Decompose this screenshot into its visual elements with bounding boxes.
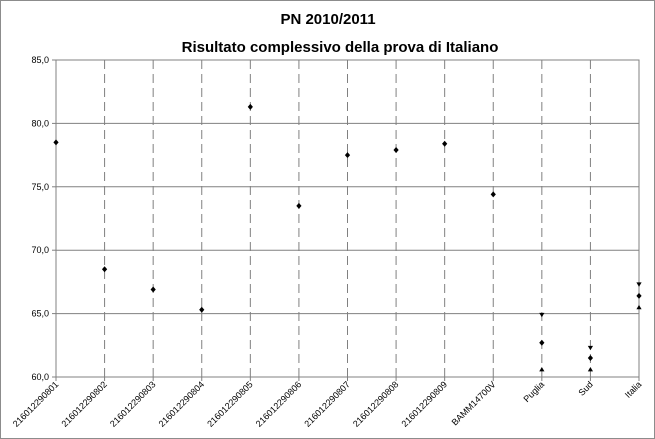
- x-tick-label: 216012290804: [157, 379, 207, 429]
- chart-subtitle: Risultato complessivo della prova di Ita…: [182, 39, 499, 56]
- data-point-diamond: [539, 339, 545, 346]
- data-point-diamond: [296, 202, 302, 209]
- x-tick-label: 216012290809: [400, 379, 450, 429]
- x-tick-label: BAMM14700V: [450, 379, 498, 427]
- x-tick-label: 216012290805: [205, 379, 255, 429]
- data-point-triangle-down: [539, 312, 545, 318]
- data-point-diamond: [150, 286, 156, 293]
- x-tick-label: Puglia: [521, 379, 546, 404]
- data-point-diamond: [393, 147, 399, 154]
- x-tick-label: 216012290808: [351, 379, 401, 429]
- x-tick-label: 216012290801: [11, 379, 61, 429]
- data-point-diamond: [53, 139, 59, 146]
- data-point-triangle-up: [587, 366, 594, 372]
- y-axis-ticks: 85,0 80,0 75,0 70,0 65,0 60,0: [31, 55, 56, 382]
- y-tick-label: 65,0: [31, 309, 49, 319]
- data-point-diamond: [247, 103, 253, 110]
- y-tick-label: 85,0: [31, 55, 49, 65]
- x-tick-label: 216012290807: [302, 379, 352, 429]
- y-tick-label: 75,0: [31, 182, 49, 192]
- y-tick-label: 70,0: [31, 245, 49, 255]
- data-point-diamond: [101, 266, 108, 273]
- data-point-diamond: [442, 140, 448, 147]
- x-tick-label: 216012290803: [108, 379, 158, 429]
- vertical-dashed-lines: [104, 60, 591, 377]
- x-axis-ticks: 216012290801 216012290802 216012290803 2160…: [11, 377, 644, 429]
- y-tick-label: 60,0: [31, 372, 49, 382]
- data-point-diamond: [587, 354, 594, 361]
- chart-title: PN 2010/2011: [280, 11, 375, 28]
- y-tick-label: 80,0: [31, 118, 49, 128]
- x-tick-label: 216012290806: [254, 379, 304, 429]
- x-tick-label: 216012290802: [59, 379, 109, 429]
- data-point-triangle-down: [587, 345, 594, 351]
- x-tick-label: Sud: [576, 379, 594, 397]
- data-point-diamond: [636, 292, 642, 299]
- x-tick-label: Italia: [623, 379, 644, 400]
- data-point-triangle-up: [636, 304, 642, 310]
- data-point-triangle-down: [636, 282, 642, 287]
- data-point-diamond: [199, 306, 205, 313]
- data-point-diamond: [344, 152, 351, 159]
- data-point-diamond: [490, 191, 496, 198]
- data-point-triangle-up: [539, 366, 545, 372]
- data-points: [53, 103, 642, 372]
